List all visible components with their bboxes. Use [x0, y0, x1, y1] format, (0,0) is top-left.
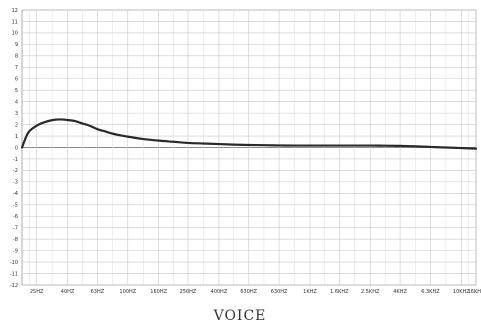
- y-tick-label: -8: [13, 237, 18, 243]
- y-tick-label: 11: [12, 19, 18, 25]
- y-tick-label: 5: [15, 88, 18, 94]
- x-tick-label: 2.5KHZ: [361, 289, 380, 295]
- x-axis-ticks: 25HZ 40HZ 63HZ 100HZ 160HZ 250HZ 400HZ 630HZ 630…: [30, 289, 481, 295]
- chart-title: VOICE: [213, 308, 267, 324]
- y-tick-label: -10: [10, 260, 18, 266]
- y-tick-label: 10: [12, 31, 18, 37]
- y-tick-label: 0: [15, 145, 18, 151]
- y-tick-label: -4: [13, 191, 18, 197]
- x-tick-label: 6.3KHZ: [421, 289, 440, 295]
- y-tick-label: -2: [13, 168, 18, 174]
- y-tick-label: 1: [15, 134, 18, 140]
- y-tick-label: -6: [13, 214, 18, 220]
- y-tick-label: 8: [15, 54, 18, 60]
- x-tick-label: 40HZ: [61, 289, 75, 295]
- y-axis-ticks: 1211109876543210-1-2-3-4-5-6-7-8-9-10-11…: [10, 8, 18, 289]
- x-tick-label: 1.6KHZ: [330, 289, 349, 295]
- y-tick-label: 9: [15, 42, 18, 48]
- x-tick-label: 10KHZ: [453, 289, 470, 295]
- y-tick-label: -1: [13, 157, 18, 163]
- series-layer: [20, 118, 478, 150]
- y-tick-label: 6: [15, 77, 18, 83]
- grid: [21, 9, 477, 286]
- y-tick-label: -11: [10, 271, 18, 277]
- series-line: [20, 118, 478, 150]
- y-tick-label: -7: [13, 226, 18, 232]
- x-tick-label: 100HZ: [119, 289, 136, 295]
- y-tick-label: -3: [13, 180, 18, 186]
- y-tick-label: 12: [12, 8, 18, 14]
- x-tick-label: 4KHZ: [393, 289, 407, 295]
- x-tick-label: 630HZ: [240, 289, 257, 295]
- y-tick-label: -12: [10, 283, 18, 289]
- y-tick-label: -9: [13, 248, 18, 254]
- y-tick-label: 3: [15, 111, 18, 117]
- x-tick-label: 25HZ: [30, 289, 44, 295]
- y-tick-label: 7: [15, 65, 18, 71]
- y-tick-label: 4: [15, 99, 18, 105]
- x-tick-label: 400HZ: [211, 289, 228, 295]
- x-tick-label: 630HZ: [271, 289, 288, 295]
- y-tick-label: -5: [13, 203, 18, 209]
- x-tick-label: 160HZ: [150, 289, 167, 295]
- x-tick-label: 1KHZ: [303, 289, 317, 295]
- x-tick-label: 250HZ: [180, 289, 197, 295]
- y-tick-label: 2: [15, 122, 18, 128]
- x-tick-label: 16KHZ: [468, 289, 481, 295]
- x-tick-label: 63HZ: [91, 289, 105, 295]
